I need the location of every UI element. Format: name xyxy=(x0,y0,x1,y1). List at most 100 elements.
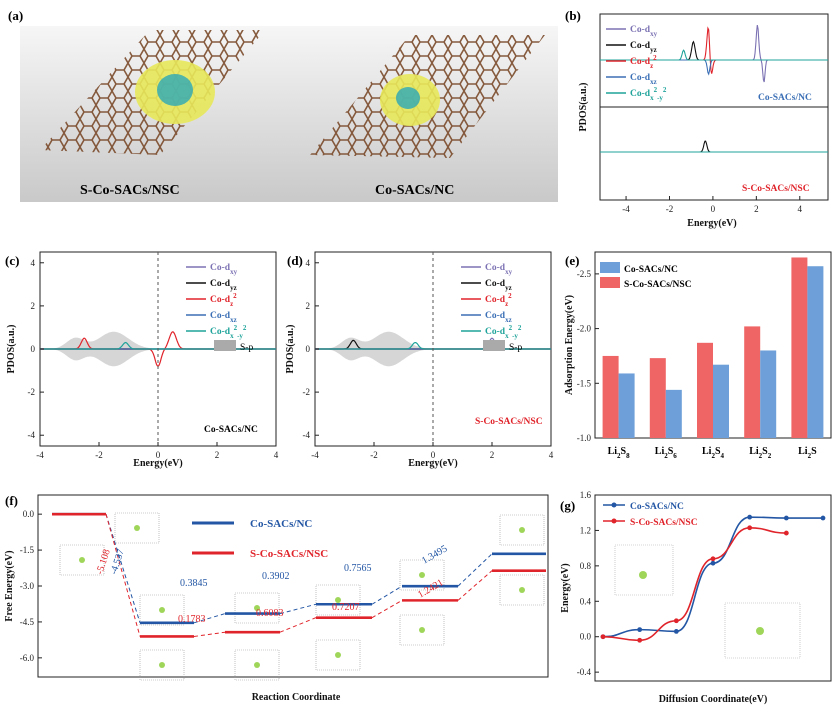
panel-g-structure-1 xyxy=(724,602,801,659)
panel-f-ytick-label-2: -3.0 xyxy=(20,581,35,591)
panel-e-bars xyxy=(602,257,824,438)
panel-f-structure-molecule-1 xyxy=(134,525,140,531)
panel-f-ticks: 0.0 -1.5 -3.0 -4.5 -6.0 xyxy=(20,509,42,663)
panel-f-structure-molecule-6 xyxy=(335,597,341,603)
panel-d-curves xyxy=(315,252,551,446)
panel-g-curves xyxy=(600,514,826,643)
panel-f-ytick-label-4: -6.0 xyxy=(20,653,35,663)
panel-d-legend-label-0: Co-dxy xyxy=(485,263,513,276)
panel-g-legend-s-co: S-Co-SACs/NSC xyxy=(630,518,698,528)
panel-c-sp-swatch xyxy=(214,340,236,351)
panel-f-structure-molecule-3 xyxy=(159,662,165,668)
panel-c-ylabel: PDOS(a.u.) xyxy=(6,325,17,374)
panel-g-ytick-label-1: 1.2 xyxy=(580,525,591,535)
panel-g-ylabel: Energy(eV) xyxy=(560,563,571,612)
panel-f-connector-0-1 xyxy=(105,514,141,623)
panel-g-point-1-3 xyxy=(710,556,716,562)
panel-f-xlabel: Reaction Coordinate xyxy=(252,692,341,703)
panel-f-structure-1 xyxy=(114,512,160,544)
panel-e-ytick-label-3: -1.0 xyxy=(577,433,592,443)
panel-b-bottom-curve-1 xyxy=(600,140,828,153)
panel-f-connector-1-2 xyxy=(193,631,226,637)
panel-b: (b) Co-dxy Co-dyz Co-dz2 Co-dxz Co-dx2-y2 Co… xyxy=(560,0,838,235)
panel-d-ytick-label-4: -4 xyxy=(303,430,311,440)
panel-f-structure-7 xyxy=(315,639,361,671)
panel-d-sp-fill-down xyxy=(315,349,551,367)
panel-c-legend-label-3: Co-dxz xyxy=(210,311,237,324)
panel-f-structure-4 xyxy=(234,592,280,624)
panel-f-legend-s-co: S-Co-SACs/NSC xyxy=(250,548,328,560)
panel-c-legend-label-2: Co-dz2 xyxy=(210,292,237,308)
panel-a: (a) S-Co-SACs/NSC Co-SACs/NC xyxy=(0,0,560,215)
panel-g-ytick-label-3: 0.4 xyxy=(580,596,592,606)
panel-e-bar-co-4 xyxy=(807,266,824,438)
panel-g-point-1-0 xyxy=(600,634,606,640)
panel-f: (f) -4.537 0.3845 0.3902 0.7565 1.3495 -5.108… xyxy=(0,485,555,710)
panel-b-xtick-label-3: 2 xyxy=(754,204,759,214)
panel-b-xtick-label-2: 0 xyxy=(711,204,716,214)
panel-f-ytick-label-0: 0.0 xyxy=(23,509,35,519)
panel-e-bar-co-0 xyxy=(618,373,635,438)
panel-g-structure-0 xyxy=(614,544,674,596)
panel-b-legend-label-4: Co-dx2-y2 xyxy=(630,86,667,102)
charge-density-left-core xyxy=(157,74,193,106)
panel-c-sp-fill-down xyxy=(40,349,276,367)
panel-f-connector-1-5 xyxy=(457,570,493,601)
panel-b-xtick-label-1: -2 xyxy=(666,204,674,214)
panel-f-annotation-s-co-2: 0.6083 xyxy=(256,608,284,619)
panel-c-sp-fill-up xyxy=(40,331,276,349)
panel-f-annotation-co-1: 0.3845 xyxy=(180,578,208,589)
charge-density-right-core xyxy=(396,87,420,109)
panel-g-structure-molecule-1 xyxy=(756,627,764,635)
panel-d-ytick-label-3: -2 xyxy=(303,387,311,397)
panel-f-structure-2 xyxy=(139,594,185,626)
panel-e-bar-co-3 xyxy=(760,350,777,438)
panel-e-ytick-label-1: -2.0 xyxy=(577,324,592,334)
panel-g-ytick-label-2: 0.8 xyxy=(580,561,592,571)
panel-g-structures xyxy=(614,544,801,659)
panel-f-legend-co: Co-SACs/NC xyxy=(250,518,312,530)
panel-g-ytick-label-0: 1.6 xyxy=(580,490,592,500)
panel-a-svg: (a) S-Co-SACs/NSC Co-SACs/NC xyxy=(8,8,558,202)
panel-e-ytick-label-0: -2.5 xyxy=(577,269,592,279)
panel-f-structure-molecule-10 xyxy=(519,527,525,533)
panel-b-label: (b) xyxy=(565,8,581,23)
panel-g-point-1-4 xyxy=(747,525,753,531)
panel-g-point-1-2 xyxy=(673,618,679,624)
panel-f-connector-1-4 xyxy=(371,599,403,619)
panel-c-xtick-label-0: -4 xyxy=(36,450,44,460)
panel-b-legend-label-0: Co-dxy xyxy=(630,25,658,38)
panel-d-xlabel: Energy(eV) xyxy=(408,458,457,469)
panel-g-legend-co: Co-SACs/NC xyxy=(630,502,684,512)
panel-e-bar-s-co-2 xyxy=(697,342,713,438)
panel-d-xtick-label-3: 2 xyxy=(490,450,495,460)
panel-f-ylabel: Free Energy(eV) xyxy=(4,550,15,621)
panel-d-ytick-label-0: 4 xyxy=(306,258,311,268)
panel-c-xtick-label-3: 2 xyxy=(215,450,220,460)
panel-d-ticks: -4 -2 0 2 4 4 2 0 -2 -4 xyxy=(303,258,554,460)
panel-g-label: (g) xyxy=(560,498,575,513)
panel-d-xtick-label-2: 0 xyxy=(431,450,436,460)
panel-e: (e) Li2S8 Li2S6 Li2S4 Li2S2 Li2S -2.5 -2.0 -1.5… xyxy=(560,240,838,480)
panel-d-legend-label-2: Co-dz2 xyxy=(485,292,512,308)
panel-f-structure-0 xyxy=(59,544,105,576)
panel-f-structure-molecule-9 xyxy=(419,627,425,633)
panel-g-ticks: 1.6 1.2 0.8 0.4 0.0 -0.4 xyxy=(577,490,599,677)
panel-d: (d) Co-dxy Co-dyz Co-dz2 Co-dxz Co-dx2-y2 S-… xyxy=(285,240,560,480)
panel-e-bar-co-2 xyxy=(713,364,729,438)
panel-b-curves xyxy=(600,24,828,153)
panel-f-levels: -4.5370.38450.39020.75651.3495-5.1080.17… xyxy=(52,512,546,638)
panel-d-label: (d) xyxy=(287,253,303,268)
panel-b-xlabel: Energy(eV) xyxy=(687,218,736,229)
panel-g-point-0-4 xyxy=(747,514,753,520)
panel-b-tag-bottom: S-Co-SACs/NSC xyxy=(742,184,810,194)
panel-d-ylabel: PDOS(a.u.) xyxy=(285,325,296,374)
panel-f-structure-molecule-4 xyxy=(254,605,260,611)
panel-d-legend-label-3: Co-dxz xyxy=(485,311,512,324)
panel-e-category-1: Li2S6 xyxy=(655,446,678,460)
panel-e-category-3: Li2S2 xyxy=(749,446,772,460)
